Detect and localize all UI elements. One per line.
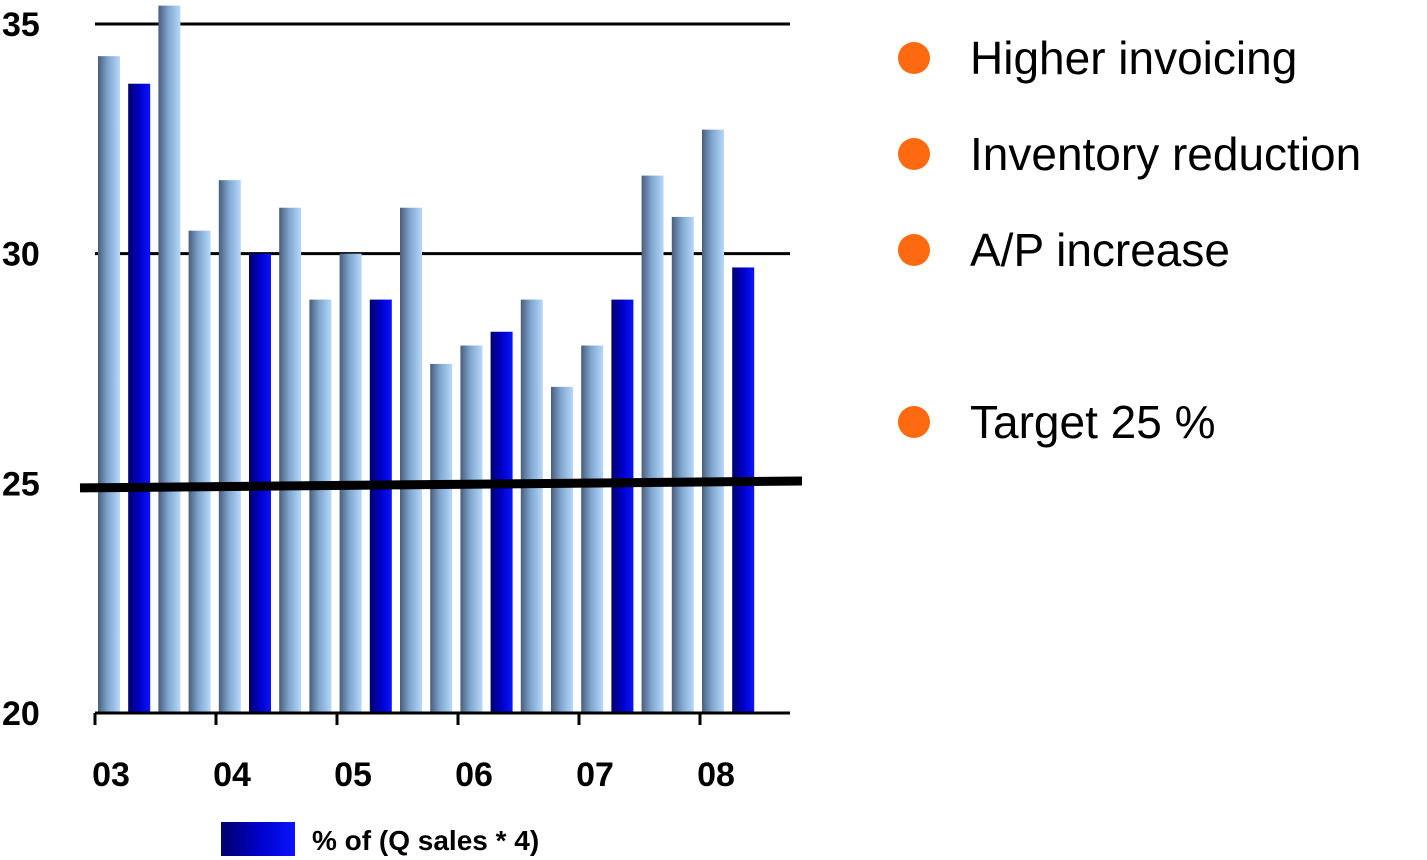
bar-highlight: [611, 299, 634, 713]
bar: [309, 299, 332, 713]
y-tick-label: 35: [2, 6, 40, 44]
bullet-item: A/P increase: [898, 220, 1230, 280]
bullet-label: Target 25 %: [970, 396, 1216, 448]
bar-highlight: [490, 331, 513, 713]
bar: [218, 180, 241, 713]
bullet-dot-icon: [898, 42, 930, 74]
bar-highlight: [369, 299, 392, 713]
x-tick-label: 03: [92, 756, 130, 794]
bar: [702, 129, 724, 713]
bullet-item: Inventory reduction: [898, 124, 1361, 184]
bullet-label: A/P increase: [970, 224, 1230, 276]
bar: [520, 299, 543, 713]
x-tick-label: 05: [334, 756, 372, 794]
bullet-item: Higher invoicing: [898, 28, 1297, 88]
bar: [158, 5, 181, 714]
bullet-label: Higher invoicing: [970, 32, 1298, 84]
bullet-item: Target 25 %: [898, 392, 1215, 452]
y-tick-label: 25: [2, 465, 40, 503]
bullet-dot-icon: [898, 234, 930, 266]
x-tick-label: 07: [576, 756, 614, 794]
bar: [188, 230, 211, 713]
target-line: [79, 476, 803, 493]
bar-highlight: [128, 83, 151, 714]
legend-label: % of (Q sales * 4): [312, 825, 539, 856]
bullet-dot-icon: [898, 138, 930, 170]
bullet-dot-icon: [898, 406, 930, 438]
bar-highlight: [732, 267, 755, 713]
bar: [551, 386, 573, 713]
y-tick-label: 30: [2, 236, 40, 274]
bar: [279, 207, 302, 713]
bar: [581, 345, 604, 713]
bar: [460, 345, 483, 713]
bar: [98, 56, 120, 714]
legend-swatch: [221, 822, 295, 856]
x-tick-label: 04: [213, 756, 251, 794]
bar: [400, 207, 422, 713]
bar: [671, 216, 694, 714]
x-tick-label: 08: [697, 756, 735, 794]
bar: [641, 175, 664, 713]
bullet-label: Inventory reduction: [970, 128, 1362, 180]
chart-legend: % of (Q sales * 4): [221, 822, 539, 856]
y-tick-label: 20: [2, 695, 40, 733]
x-tick-label: 06: [455, 756, 493, 794]
bar: [430, 363, 453, 713]
